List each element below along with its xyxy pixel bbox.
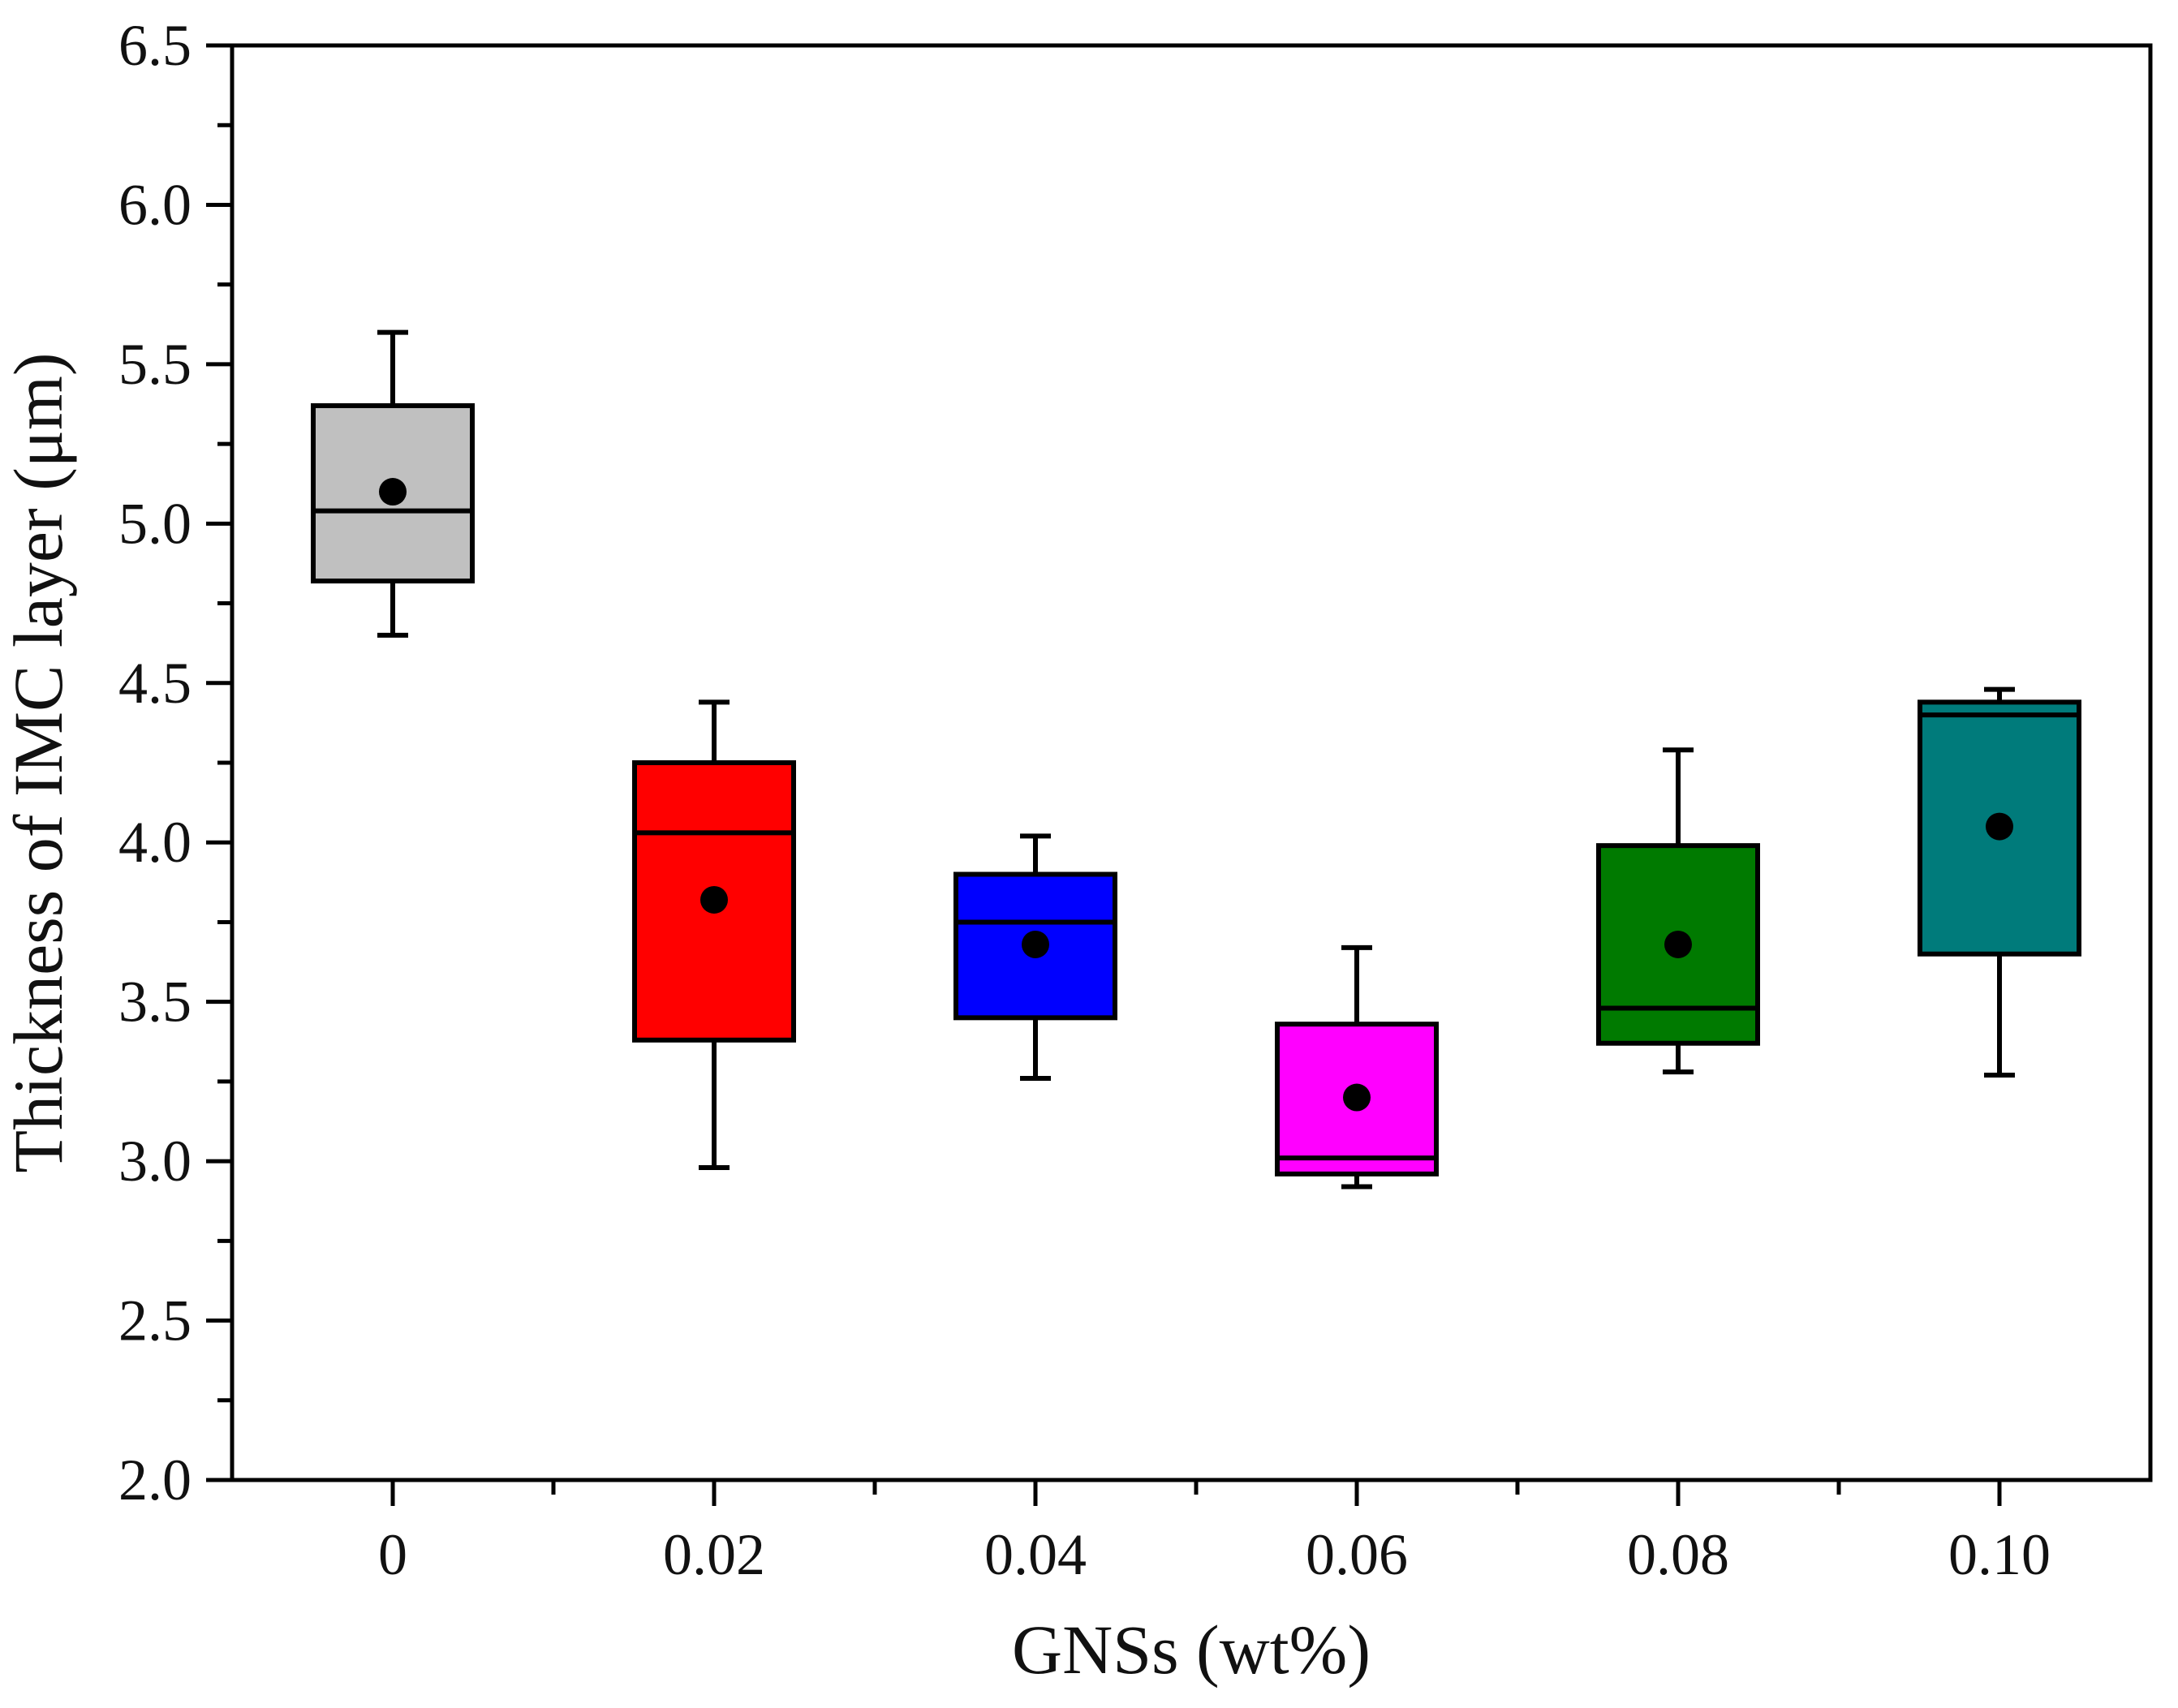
y-tick-label: 3.0 (118, 1129, 192, 1194)
x-axis-title: GNSs (wt%) (1012, 1611, 1371, 1689)
x-tick-label: 0.06 (1306, 1522, 1408, 1587)
x-tick-label: 0 (378, 1522, 407, 1587)
x-axis: 0 0.02 0.04 0.06 0.08 0.10 (378, 1480, 2051, 1587)
y-axis-title: Thickness of IMC layer (μm) (0, 353, 77, 1173)
y-tick-label: 2.0 (118, 1448, 192, 1512)
box-group-0.02 (632, 699, 796, 1170)
x-tick-label: 0.10 (1948, 1522, 2051, 1587)
y-tick-label: 6.0 (118, 172, 192, 237)
mean-marker (1986, 812, 2013, 841)
box-group-0 (311, 329, 475, 638)
plot-frame (230, 43, 2153, 1482)
box-group-0.10 (1918, 686, 2081, 1078)
y-tick-label: 2.5 (118, 1289, 192, 1353)
y-axis: 2.0 2.5 3.0 3.5 4.0 4.5 5.0 5.5 6.0 6.5 (118, 13, 232, 1512)
plot-frame-layer (230, 43, 2153, 1482)
y-tick-label: 3.5 (118, 970, 192, 1035)
y-tick-label: 4.0 (118, 810, 192, 875)
mean-marker (379, 478, 407, 506)
y-tick-label: 6.5 (118, 13, 192, 78)
x-tick-label: 0.04 (984, 1522, 1087, 1587)
y-tick-label: 5.0 (118, 491, 192, 556)
boxes-layer (311, 329, 2081, 1190)
x-tick-label: 0.02 (663, 1522, 765, 1587)
mean-marker (1022, 930, 1049, 958)
box-group-0.06 (1275, 944, 1439, 1190)
box-group-0.08 (1596, 747, 1760, 1075)
box-group-0.04 (953, 833, 1117, 1081)
mean-marker (700, 885, 728, 914)
x-tick-label: 0.08 (1627, 1522, 1729, 1587)
mean-marker (1343, 1083, 1371, 1112)
mean-marker (1664, 930, 1692, 958)
y-tick-label: 4.5 (118, 651, 192, 716)
y-tick-label: 5.5 (118, 332, 192, 397)
